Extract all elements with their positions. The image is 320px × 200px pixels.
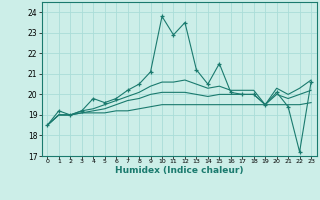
X-axis label: Humidex (Indice chaleur): Humidex (Indice chaleur) bbox=[115, 166, 244, 175]
